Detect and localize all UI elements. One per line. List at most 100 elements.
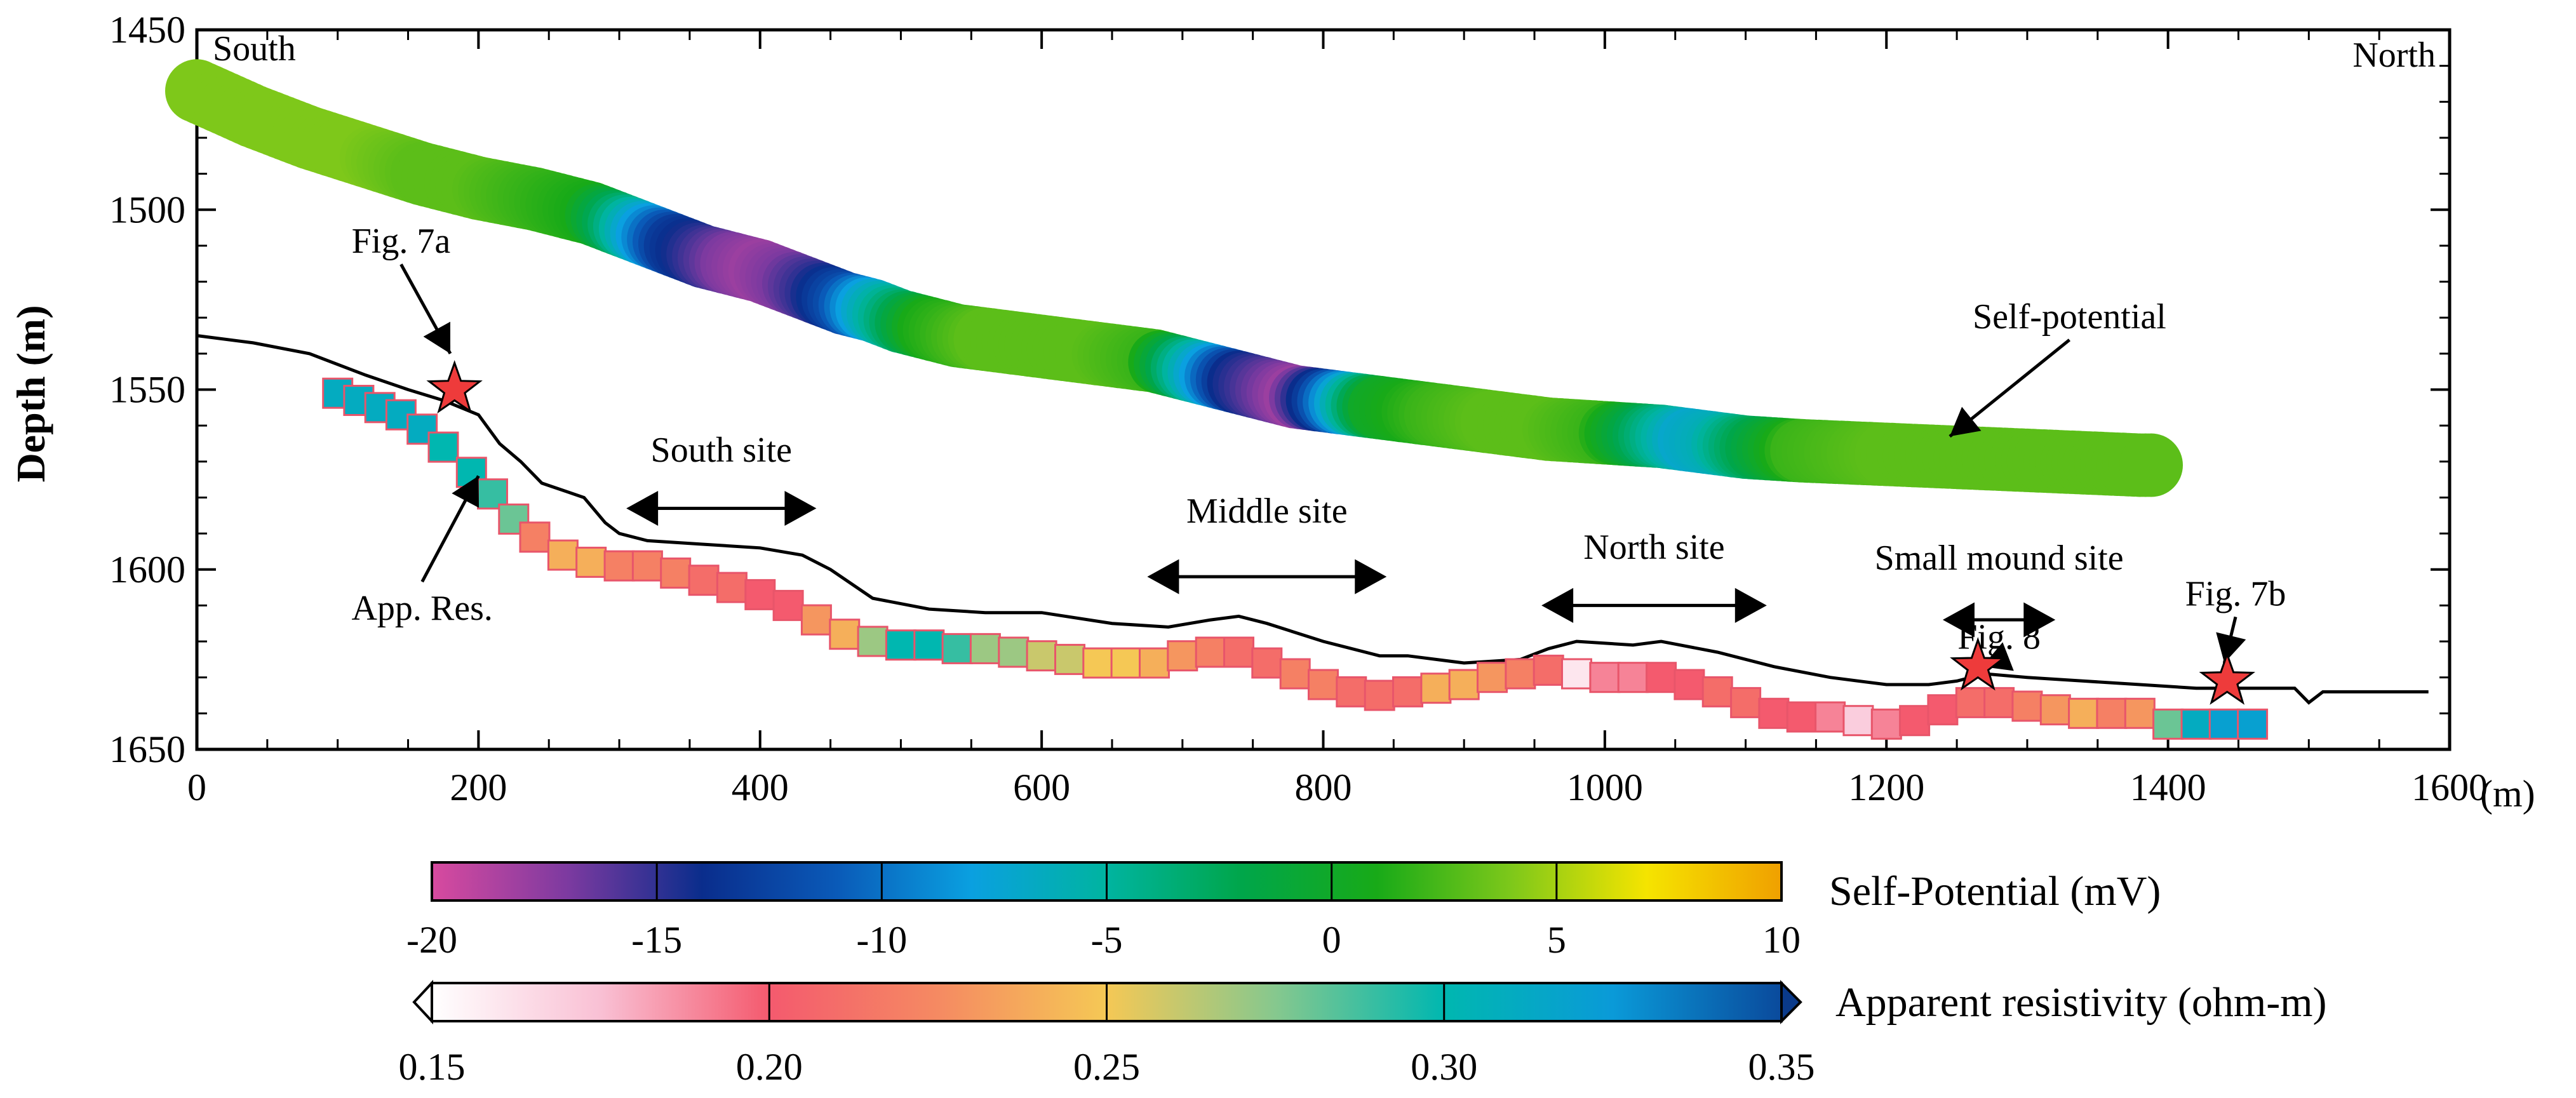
app-res-square [1336, 676, 1367, 707]
y-axis-title: Depth (m) [8, 305, 53, 482]
app-res-square [688, 565, 720, 596]
axis-ticks [196, 29, 2451, 751]
app-res-square [547, 539, 579, 571]
app-res-square [519, 521, 551, 553]
app-res-square [1082, 647, 1114, 679]
annotations: South site Middle site North site Small mou… [351, 222, 2286, 671]
app-res-square [1420, 673, 1452, 704]
colorbar-tick-label: -15 [631, 919, 682, 961]
location-star [1950, 637, 2006, 691]
app-res-square [1505, 658, 1536, 690]
app-res-square [1364, 680, 1395, 711]
pointer-label: Fig. 7a [352, 222, 451, 261]
app-res-square [1646, 662, 1677, 693]
colorbar-tick-label: 0.25 [1073, 1046, 1140, 1088]
span-arrow-head [1734, 587, 1767, 623]
app-res-square [1477, 662, 1508, 693]
app-res-square [1279, 658, 1311, 690]
app-res-square [1674, 669, 1705, 700]
app-res-square [575, 546, 607, 578]
app-res-square [716, 572, 748, 603]
app-res-square [603, 550, 635, 582]
app-res-square [1786, 701, 1818, 733]
app-res-square [1983, 686, 2015, 718]
app-res-square [829, 619, 861, 650]
span-label: North site [1583, 528, 1724, 567]
app-res-square [998, 636, 1030, 668]
colorbar-ar-right-triangle [1780, 980, 1802, 1024]
self-potential-series [165, 59, 2183, 497]
x-tick-label: 1200 [1848, 767, 1924, 808]
app-res-square [913, 629, 945, 661]
app-res-square [1533, 654, 1564, 686]
x-tick-label: 600 [1013, 767, 1070, 808]
colorbar-ar-ticks: 0.15 0.20 0.25 0.30 0.35 [399, 983, 1815, 1088]
app-res-square [941, 633, 973, 664]
app-res-square [1167, 640, 1198, 672]
span-arrow-head [2023, 602, 2056, 638]
app-res-square [1026, 640, 1057, 672]
x-tick-label: 1600 [2412, 767, 2488, 808]
app-res-square [1195, 636, 1226, 668]
app-res-square [1815, 701, 1846, 733]
x-tick-label: 0 [187, 767, 206, 808]
app-res-square [1223, 636, 1254, 668]
app-res-square [1730, 686, 1762, 718]
pointer-arrow-head [2216, 632, 2246, 664]
colorbar-tick-label: 0.20 [736, 1046, 803, 1088]
app-res-square [631, 550, 663, 582]
colorbar-tick-label: 0.15 [399, 1046, 466, 1088]
sp-point [2119, 433, 2183, 497]
y-tick-label: 1500 [109, 189, 185, 231]
app-res-square [2124, 697, 2156, 729]
colorbar-tick-label: 10 [1762, 919, 1801, 961]
x-tick-labels: 0 200 400 600 800 1000 1200 1400 1600 [187, 767, 2488, 808]
app-res-square [2152, 708, 2184, 740]
colorbar-self-potential: -20 -15 -10 -5 0 5 10 Self-Potential (mV) [406, 861, 2161, 961]
colorbar-tick-label: -5 [1091, 919, 1123, 961]
app-res-square [1392, 676, 1423, 707]
colorbar-tick-label: -20 [406, 919, 457, 961]
span-arrow-head [1942, 602, 1975, 638]
colorbar-ar-left-triangle [412, 979, 433, 1025]
span-arrow-head [784, 490, 817, 526]
app-res-square [2011, 690, 2043, 722]
app-res-square [1448, 669, 1480, 700]
x-tick-label: 200 [450, 767, 507, 808]
app-res-square [1955, 686, 1987, 718]
app-res-square [1899, 705, 1931, 737]
pointer-arrow-head [452, 476, 480, 508]
colorbar-ar-label: Apparent resistivity (ohm-m) [1835, 979, 2327, 1026]
app-res-square [1842, 705, 1874, 737]
span-label: South site [651, 431, 792, 470]
app-res-square [2096, 697, 2128, 729]
x-tick-label: 1400 [2130, 767, 2206, 808]
app-res-square [800, 604, 832, 636]
span-label: Middle site [1186, 492, 1348, 531]
colorbar-sp-label: Self-Potential (mV) [1829, 868, 2161, 914]
app-res-square [1308, 669, 1339, 700]
app-res-square [744, 579, 776, 610]
app-res-square [1758, 697, 1790, 729]
app-res-square [1110, 647, 1142, 679]
app-res-square [857, 626, 889, 657]
app-res-square [772, 589, 804, 621]
app-res-square [885, 629, 916, 661]
span-arrow-head [1541, 587, 1574, 623]
x-tick-label: 1000 [1567, 767, 1643, 808]
y-tick-labels: 1450 1500 1550 1600 1650 [109, 9, 185, 770]
colorbar-tick-label: -10 [856, 919, 907, 961]
app-res-square [2180, 708, 2212, 740]
pointer-arrow-head [1950, 406, 1982, 437]
app-res-square [1927, 694, 1959, 726]
seafloor-profile-line [196, 334, 2429, 705]
app-res-square [1561, 658, 1592, 690]
colorbar-tick-label: 0.30 [1411, 1046, 1477, 1088]
colorbar-tick-label: 0 [1322, 919, 1341, 961]
y-tick-label: 1650 [109, 728, 185, 770]
app-res-square [969, 633, 1001, 664]
app-res-square [1139, 647, 1170, 679]
y-tick-label: 1450 [109, 9, 185, 51]
app-res-square [1589, 662, 1621, 693]
